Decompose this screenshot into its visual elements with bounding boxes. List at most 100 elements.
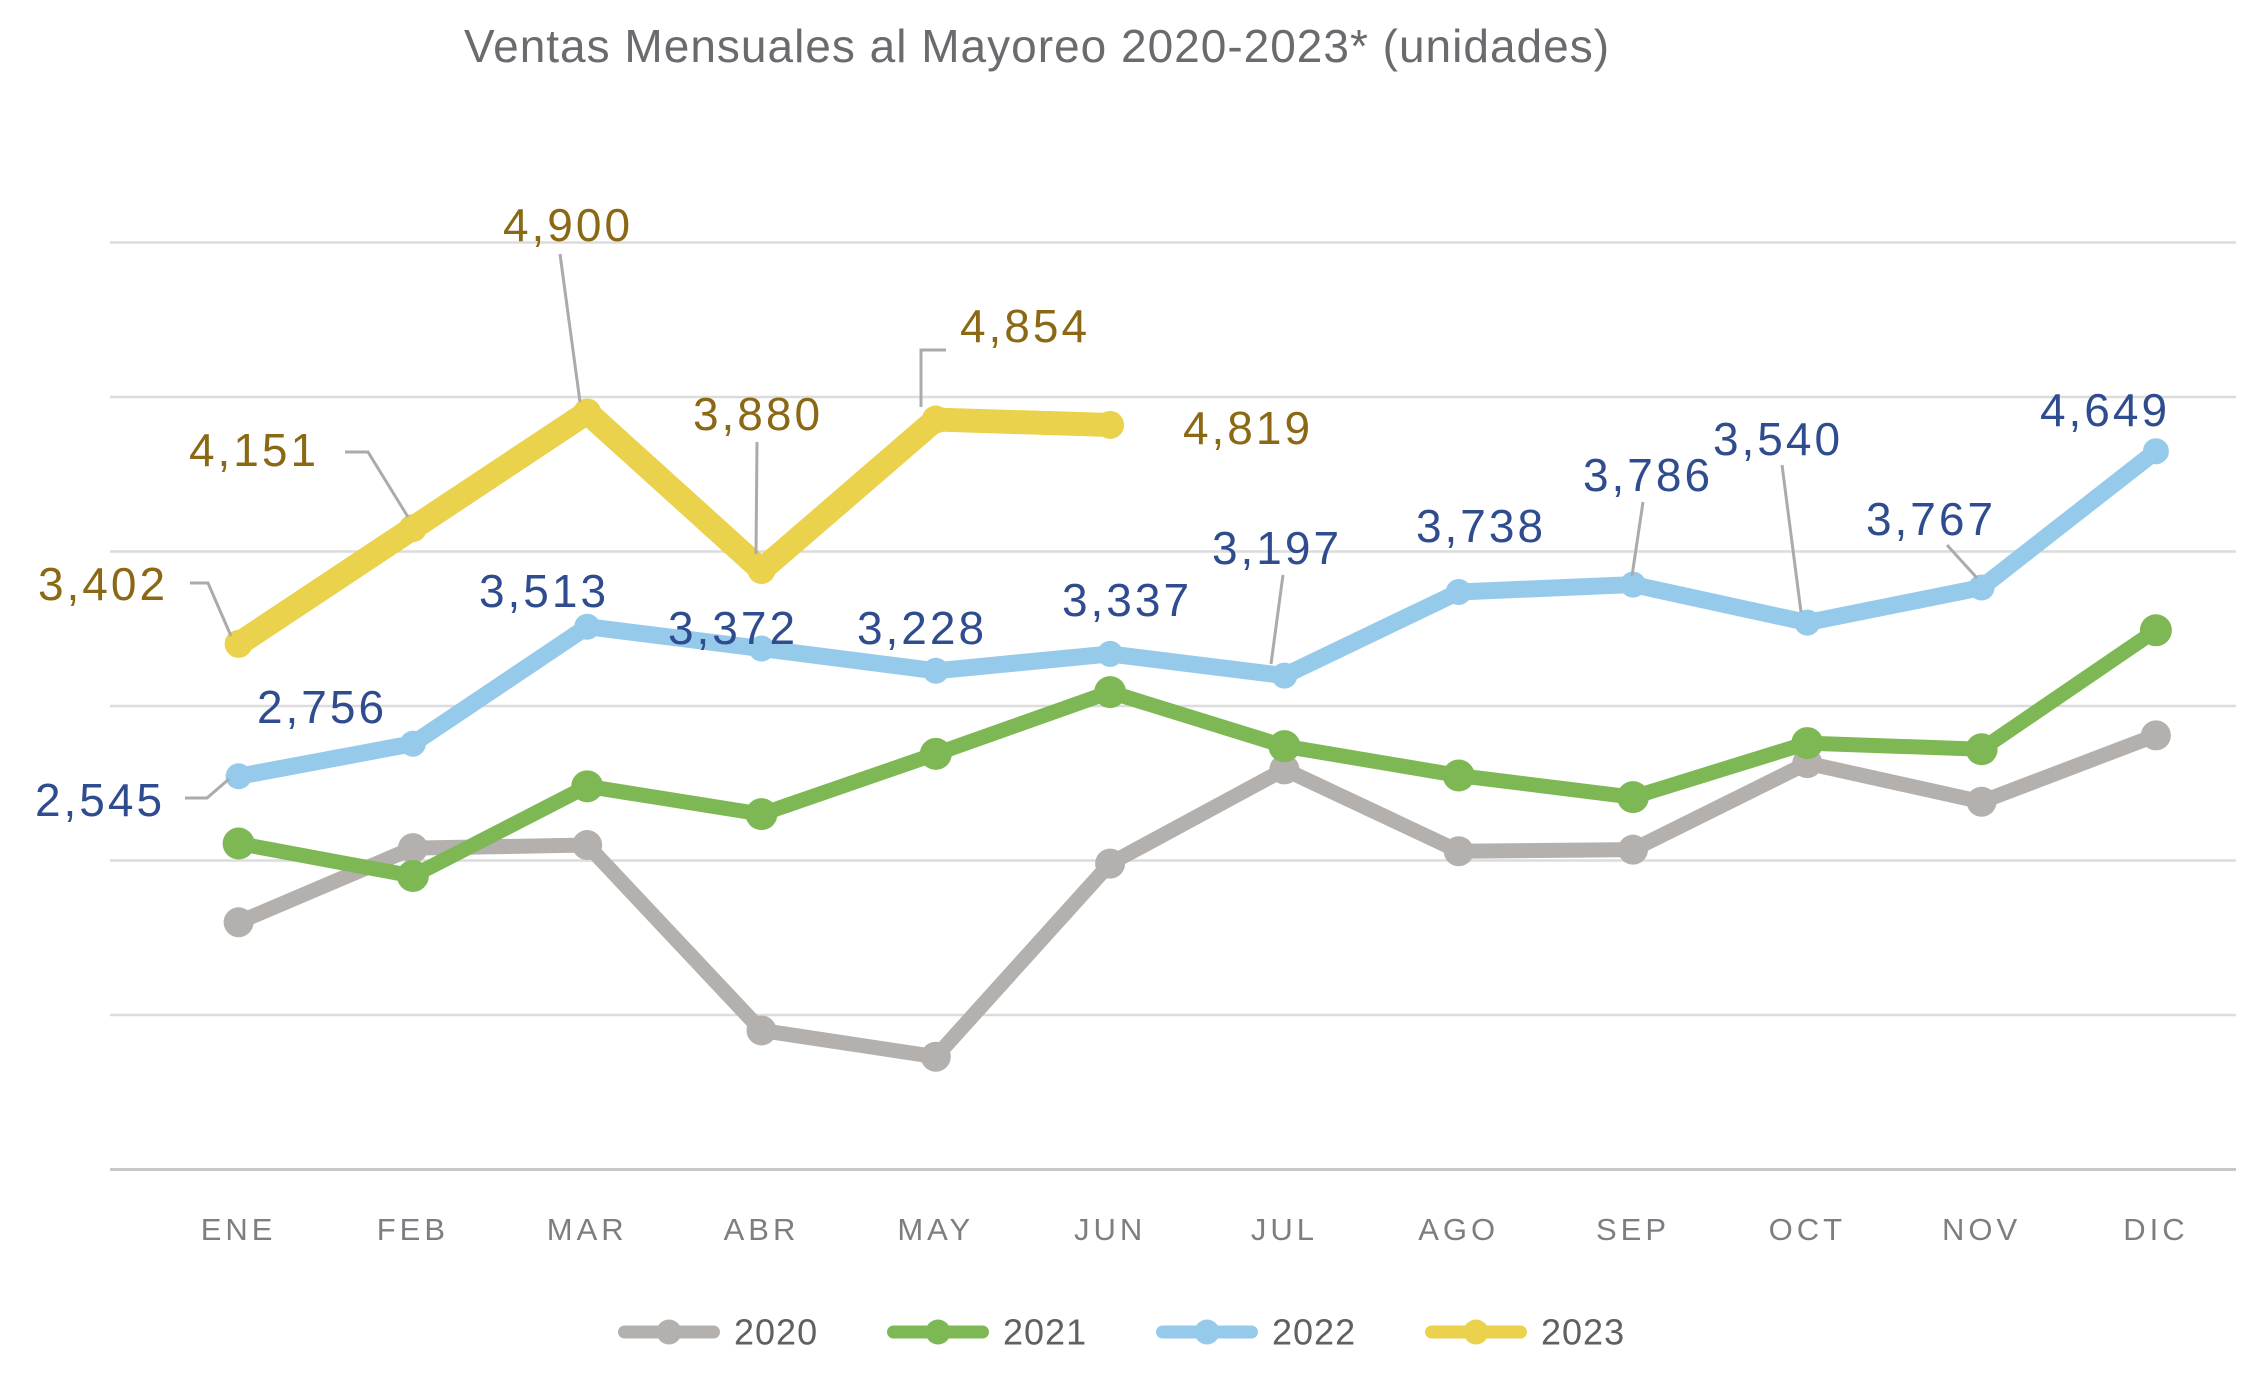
x-axis-label-JUN: JUN [1074, 1212, 1146, 1247]
legend-marker-dot-2021 [925, 1319, 951, 1345]
legend-marker-dot-2023 [1463, 1319, 1489, 1345]
data-label-2022-AGO: 3,738 [1416, 500, 1546, 552]
series-line-2023 [226, 400, 1123, 656]
chart-title: Ventas Mensuales al Mayoreo 2020-2023* (… [464, 20, 1610, 72]
data-point-2023-MAR [573, 398, 602, 427]
data-point-2021-JUN [1094, 676, 1127, 709]
data-point-2021-NOV [1965, 733, 1998, 766]
legend-label-2022: 2022 [1272, 1312, 1356, 1353]
data-label-2023-JUN: 4,819 [1183, 402, 1313, 454]
series-lines [222, 398, 2172, 1072]
legend-label-2023: 2023 [1541, 1312, 1625, 1353]
data-labels: 2,545 2,756 3,513 3,372 3,228 3,337 3,197 3,738… [35, 199, 2170, 826]
data-point-2023-ENE [224, 629, 253, 658]
data-point-2022-MAR [574, 613, 601, 640]
data-label-2022-ABR: 3,372 [668, 602, 798, 654]
data-point-2023-JUN [1096, 410, 1125, 439]
x-axis-label-MAY: MAY [897, 1212, 974, 1247]
data-point-2020-JUN [1095, 848, 1126, 879]
data-point-2020-DIC [2140, 720, 2171, 751]
data-point-2020-AGO [1443, 836, 1474, 867]
data-label-2022-ENE: 2,545 [35, 774, 165, 826]
data-label-2023-MAR: 4,900 [503, 199, 633, 251]
label-connectors [185, 253, 1979, 800]
x-axis-label-DIC: DIC [2123, 1212, 2188, 1247]
legend-marker-dot-2022 [1194, 1319, 1220, 1345]
x-axis-label-SEP: SEP [1596, 1212, 1670, 1247]
data-label-2022-MAR: 3,513 [479, 565, 609, 617]
label-connector-2022-JUL [1269, 574, 1285, 665]
legend-item-2023: 2023 [1425, 1312, 1625, 1353]
label-connector-2023-ENE [190, 581, 233, 637]
label-connector-2023-ABR [754, 441, 759, 555]
data-point-2021-ENE [222, 827, 255, 860]
data-label-2023-MAY: 4,854 [960, 300, 1090, 352]
label-connector-2023-FEB [345, 450, 410, 518]
data-label-2023-ABR: 3,880 [693, 388, 823, 440]
x-axis-label-FEB: FEB [377, 1212, 449, 1247]
data-point-2020-NOV [1966, 786, 1997, 817]
data-point-2020-MAY [920, 1041, 951, 1072]
data-point-2021-SEP [1617, 781, 1649, 814]
x-axis-label-JUL: JUL [1251, 1212, 1318, 1247]
data-label-2022-DIC: 4,649 [2040, 384, 2170, 436]
x-axis-label-ABR: ABR [724, 1212, 800, 1247]
legend: 2020 2021 2022 2023 [618, 1312, 1625, 1353]
data-point-2021-JUL [1268, 730, 1301, 763]
data-point-2022-JUN [1097, 640, 1124, 667]
data-point-2022-MAY [922, 657, 949, 684]
label-connector-2022-NOV [1945, 543, 1979, 580]
data-point-2020-FEB [397, 833, 428, 864]
data-point-2022-ENE [225, 763, 252, 790]
data-point-2022-OCT [1794, 609, 1821, 636]
x-axis-label-MAR: MAR [547, 1212, 628, 1247]
data-point-2022-ABR [748, 635, 775, 662]
data-point-2020-MAR [572, 830, 603, 861]
data-point-2021-FEB [396, 859, 429, 892]
data-point-2020-JUL [1269, 754, 1300, 785]
data-label-2022-OCT: 3,540 [1713, 413, 1843, 465]
series-line-2022 [230, 442, 2165, 785]
data-point-2023-ABR [747, 556, 776, 585]
data-label-2022-FEB: 2,756 [257, 681, 387, 733]
data-point-2021-DIC [2139, 614, 2172, 647]
data-point-2022-AGO [1445, 578, 1472, 605]
data-point-2021-MAR [571, 770, 604, 803]
data-point-2020-ENE [223, 907, 254, 938]
label-connector-2022-OCT [1780, 464, 1803, 613]
data-label-2023-FEB: 4,151 [189, 424, 319, 476]
data-point-2020-ABR [746, 1015, 777, 1046]
label-connector-2022-ENE [185, 777, 230, 800]
data-label-2022-SEP: 3,786 [1583, 449, 1713, 501]
data-point-2022-FEB [399, 730, 426, 757]
x-axis-label-OCT: OCT [1769, 1212, 1846, 1247]
data-point-2022-NOV [1968, 574, 1995, 601]
x-axis-label-NOV: NOV [1942, 1212, 2021, 1247]
x-axis-labels: ENE FEB MAR ABR MAY JUN JUL AGO SEP OCT NOV DIC [201, 1212, 2188, 1247]
data-point-2021-OCT [1791, 727, 1824, 760]
data-label-2023-ENE: 3,402 [38, 558, 168, 610]
series-line-2020 [231, 727, 2164, 1065]
legend-item-2022: 2022 [1156, 1312, 1356, 1353]
legend-label-2021: 2021 [1003, 1312, 1087, 1353]
data-label-2022-JUN: 3,337 [1062, 574, 1192, 626]
data-point-2022-DIC [2142, 438, 2169, 465]
x-axis-label-ENE: ENE [201, 1212, 277, 1247]
x-axis-label-AGO: AGO [1418, 1212, 1499, 1247]
data-point-2021-ABR [745, 798, 778, 831]
data-point-2021-AGO [1442, 759, 1475, 792]
series-line-2021 [231, 622, 2164, 884]
label-connector-2023-MAY [919, 348, 946, 407]
data-label-2022-MAY: 3,228 [857, 602, 987, 654]
data-point-2021-MAY [919, 737, 952, 770]
legend-marker-dot-2020 [656, 1319, 682, 1345]
data-point-2022-JUL [1271, 662, 1298, 689]
label-connector-2022-SEP [1630, 501, 1645, 577]
legend-item-2021: 2021 [887, 1312, 1087, 1353]
data-label-2022-JUL: 3,197 [1212, 522, 1342, 574]
label-connector-2023-MAR [558, 253, 582, 403]
legend-item-2020: 2020 [618, 1312, 817, 1353]
data-point-2023-FEB [398, 514, 427, 543]
